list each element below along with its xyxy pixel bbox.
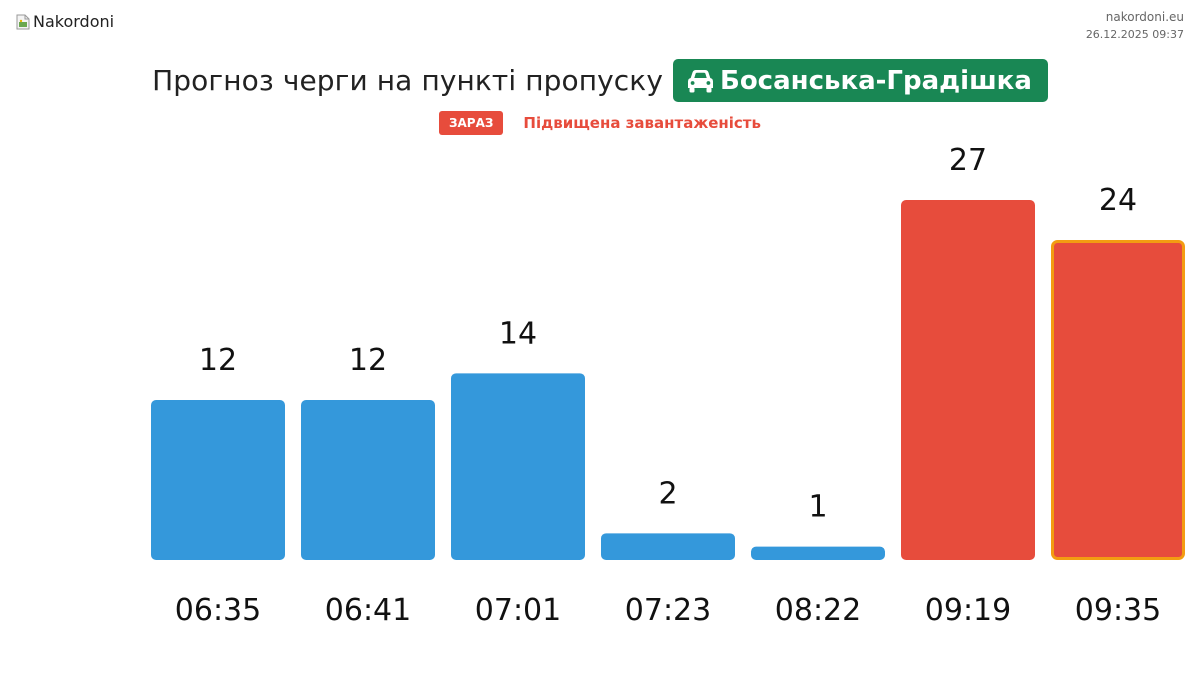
timestamp: 26.12.2025 09:37 — [1085, 28, 1184, 41]
bar — [301, 400, 435, 560]
now-badge: ЗАРАЗ — [438, 111, 504, 135]
page-title: Прогноз черги на пункті пропуску Босансь… — [0, 59, 1200, 102]
x-tick-label: 06:41 — [325, 593, 411, 628]
logo-alt-text: Nakordoni — [33, 12, 115, 31]
broken-image-icon — [16, 14, 30, 30]
x-tick-label: 06:35 — [175, 593, 261, 628]
bar-current — [1051, 240, 1185, 560]
x-tick-label: 08:22 — [775, 593, 861, 628]
x-tick-label: 09:19 — [925, 593, 1011, 628]
bar-value-label: 24 — [1099, 183, 1137, 218]
crossing-name: Босанська-Градішка — [720, 65, 1032, 96]
bar-value-label: 1 — [808, 490, 827, 525]
bar-value-label: 2 — [658, 476, 677, 511]
bar-value-label: 12 — [349, 343, 387, 378]
bar-value-label: 12 — [199, 343, 237, 378]
bar — [451, 373, 585, 560]
bar — [601, 533, 735, 560]
x-tick-label: 07:23 — [625, 593, 711, 628]
bar — [751, 546, 885, 560]
bar — [901, 200, 1035, 560]
title-text: Прогноз черги на пункті пропуску — [152, 64, 663, 97]
x-tick-label: 09:35 — [1075, 593, 1161, 628]
bar-value-label: 14 — [499, 316, 537, 351]
bar — [151, 400, 285, 560]
x-tick-label: 07:01 — [475, 593, 561, 628]
status-text: Підвищена завантаженість — [523, 114, 761, 132]
car-icon — [687, 69, 714, 93]
crossing-badge: Босанська-Градішка — [673, 59, 1048, 102]
page-meta: nakordoni.eu 26.12.2025 09:37 — [1086, 9, 1184, 43]
site-name: nakordoni.eu — [1105, 10, 1184, 24]
bar-value-label: 27 — [949, 143, 987, 178]
logo[interactable]: Nakordoni — [16, 12, 114, 31]
status-row: ЗАРАЗ Підвищена завантаженість — [0, 111, 1200, 135]
